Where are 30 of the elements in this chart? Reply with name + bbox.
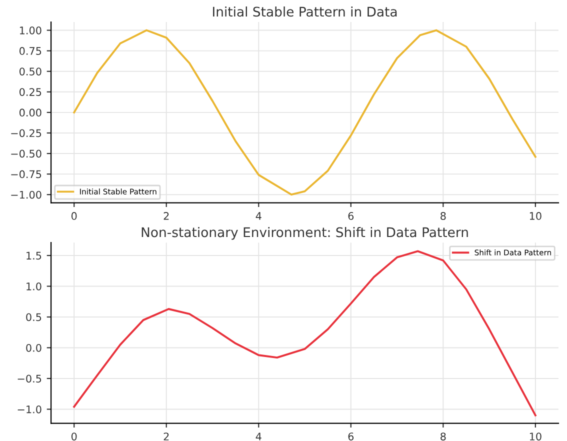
x-tick-label: 4 (256, 432, 262, 440)
y-tick-label: 1.0 (26, 282, 42, 290)
x-tick-label: 8 (440, 212, 446, 220)
chart-title: Non-stationary Environment: Shift in Data Pattern (142, 227, 468, 240)
y-tick-label: −1.0 (18, 405, 42, 414)
x-tick-label: 10 (530, 432, 542, 440)
y-tick-label: −0.25 (11, 129, 42, 138)
x-tick-label: 6 (348, 432, 354, 440)
chart-title: Initial Stable Pattern in Data (213, 6, 397, 17)
y-tick-label: 1.00 (20, 26, 42, 34)
x-tick-label: 4 (256, 212, 262, 220)
y-tick-label: 0.25 (19, 88, 42, 96)
y-tick-label: −0.5 (18, 374, 42, 383)
y-tick-label: 0.0 (26, 344, 42, 352)
line-series (73, 29, 536, 196)
y-tick-label: 0.75 (19, 47, 42, 55)
x-tick-label: 10 (530, 212, 542, 220)
y-tick-label: 0.00 (19, 108, 42, 117)
y-tick-label: −0.75 (11, 170, 42, 178)
x-tick-label: 2 (164, 212, 169, 220)
x-tick-label: 8 (440, 432, 446, 440)
x-tick-label: 6 (348, 212, 354, 220)
y-tick-label: −1.00 (11, 190, 42, 199)
y-tick-label: 0.50 (19, 68, 42, 76)
y-tick-label: −0.50 (11, 150, 42, 158)
x-tick-label: 0 (71, 432, 77, 440)
x-tick-label: 0 (71, 212, 77, 220)
y-tick-label: 0.5 (26, 313, 42, 322)
y-tick-label: 1.5 (26, 252, 42, 260)
x-tick-label: 2 (164, 432, 169, 440)
